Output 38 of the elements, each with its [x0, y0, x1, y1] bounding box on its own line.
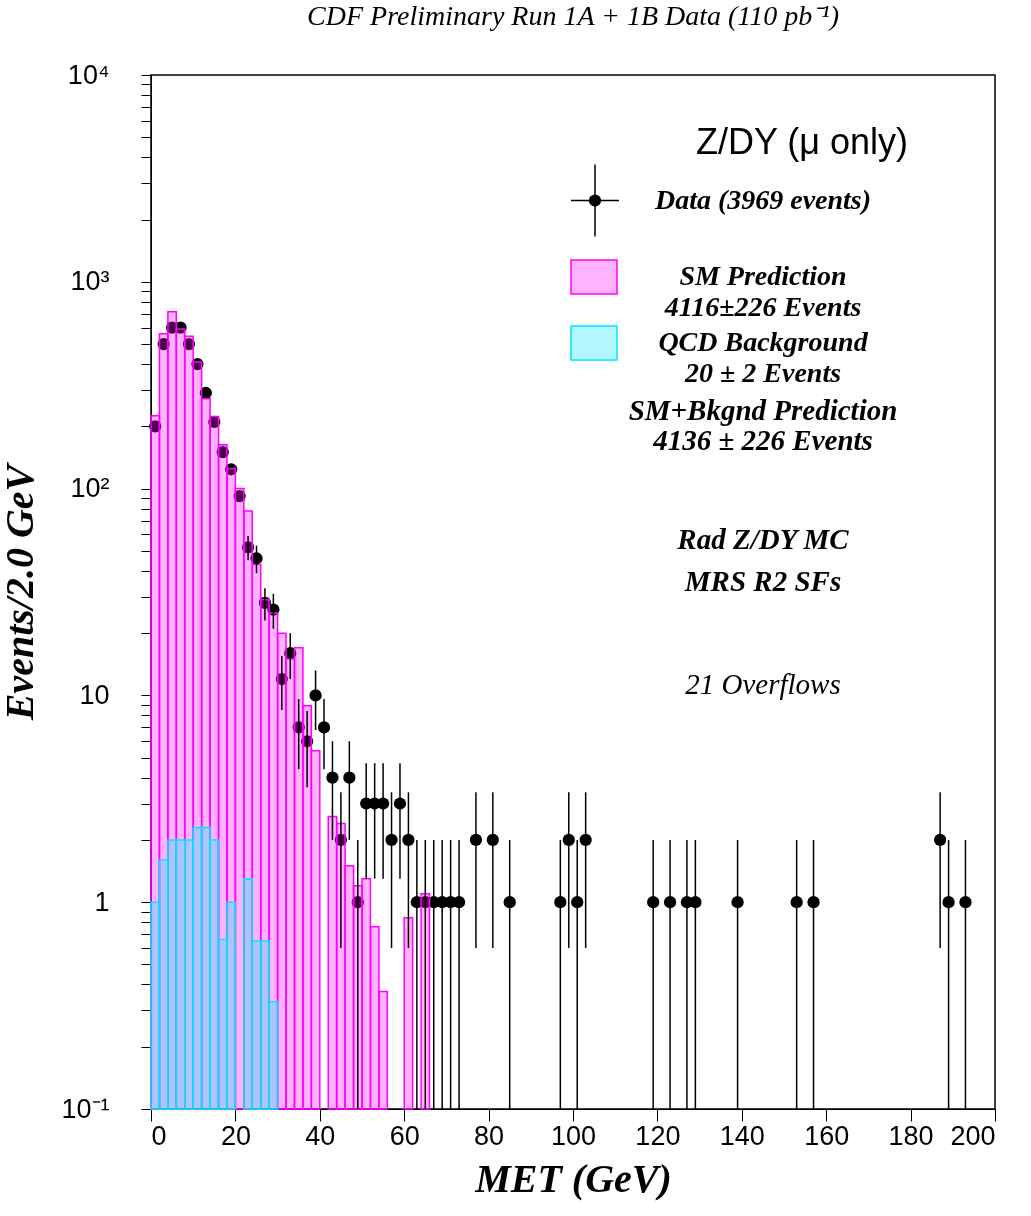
annotation: 21 Overflows — [685, 668, 841, 700]
x-tick-label: 40 — [305, 1120, 336, 1151]
x-tick-label: 80 — [474, 1120, 505, 1151]
y-tick-label: 10 — [79, 679, 110, 710]
x-tick-label: 60 — [389, 1120, 420, 1151]
point — [199, 386, 212, 400]
annotation: Z/DY (μ only) — [695, 121, 909, 162]
point — [149, 420, 162, 433]
y-tick-label: 1 — [94, 886, 110, 917]
point — [191, 357, 204, 371]
x-axis-title: MET (GeV) — [474, 1155, 672, 1201]
y-tick-label: 10³ — [70, 266, 110, 297]
point — [225, 463, 238, 476]
point — [182, 337, 196, 351]
annotation: SM+Bkgnd Prediction 4136 ± 226 Events — [628, 394, 898, 457]
chart-title: CDF Preliminary Run 1A + 1B Data (110 pb⁻¹) — [307, 0, 839, 31]
point — [233, 489, 246, 503]
annotation: MRS R2 SFs — [683, 565, 842, 597]
y-tick-label: 10⁴ — [67, 59, 110, 90]
point — [284, 647, 297, 660]
x-tick-label: 20 — [220, 1120, 251, 1151]
x-tick-label: 120 — [635, 1120, 681, 1151]
annotation: Rad Z/DY MC — [676, 523, 850, 555]
x-tick-label: 160 — [804, 1120, 850, 1151]
point — [216, 446, 229, 459]
y-tick-label: 10⁻¹ — [61, 1093, 110, 1124]
point — [208, 415, 221, 429]
x-tick-label: 100 — [550, 1120, 597, 1151]
point — [157, 337, 170, 351]
x-tick-label: 0 — [151, 1120, 167, 1151]
legend-label: Data (3969 events) — [653, 183, 872, 215]
x-tick-label: 200 — [950, 1120, 996, 1151]
x-tick-label: 180 — [888, 1120, 934, 1151]
legend-label: SM Prediction 4116±226 Events — [663, 260, 862, 322]
legend-label: QCD Background 20 ± 2 Events — [658, 326, 869, 388]
y-axis-title: Events/2.0 GeV — [0, 461, 43, 722]
x-tick-label: 140 — [719, 1120, 765, 1151]
y-tick-label: 10² — [70, 473, 110, 504]
